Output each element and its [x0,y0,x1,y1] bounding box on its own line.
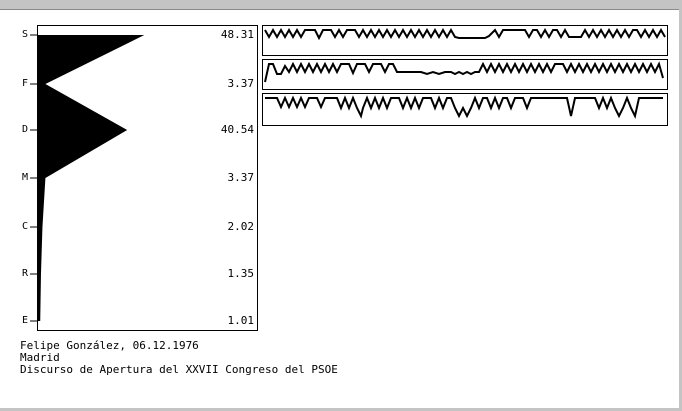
caption-title: Discurso de Apertura del XXVII Congreso … [20,363,338,376]
value-label-c: 2.02 [227,220,255,233]
caption-place: Madrid [20,351,60,364]
value-label-d: 40.54 [220,123,254,136]
category-label-e: E [22,315,29,326]
speech-caption: Felipe González, 06.12.1976 Madrid Discu… [20,340,338,376]
waveform-strip-1 [262,25,668,56]
window-top-edge [0,0,682,10]
category-label-r: R [22,268,29,279]
caption-speaker-date: Felipe González, 06.12.1976 [20,339,199,352]
value-label-m: 3.37 [227,171,255,184]
value-label-f: 3.37 [227,77,255,90]
waveform-trace-3 [265,95,663,119]
category-label-f: F [22,78,29,89]
value-label-s: 48.31 [220,28,254,41]
waveform-strip-3 [262,93,668,126]
window-bottom-edge [0,408,682,411]
waveform-trace-2 [264,61,664,83]
category-label-m: M [22,172,29,183]
value-label-e: 1.01 [227,314,255,327]
window-right-edge [679,0,682,411]
category-label-d: D [22,124,29,135]
category-label-s: S [22,29,29,40]
category-label-c: C [22,221,29,232]
profile-fill [38,35,145,321]
waveform-trace-1 [264,27,666,41]
waveform-strip-2 [262,59,668,90]
value-label-r: 1.35 [227,267,255,280]
